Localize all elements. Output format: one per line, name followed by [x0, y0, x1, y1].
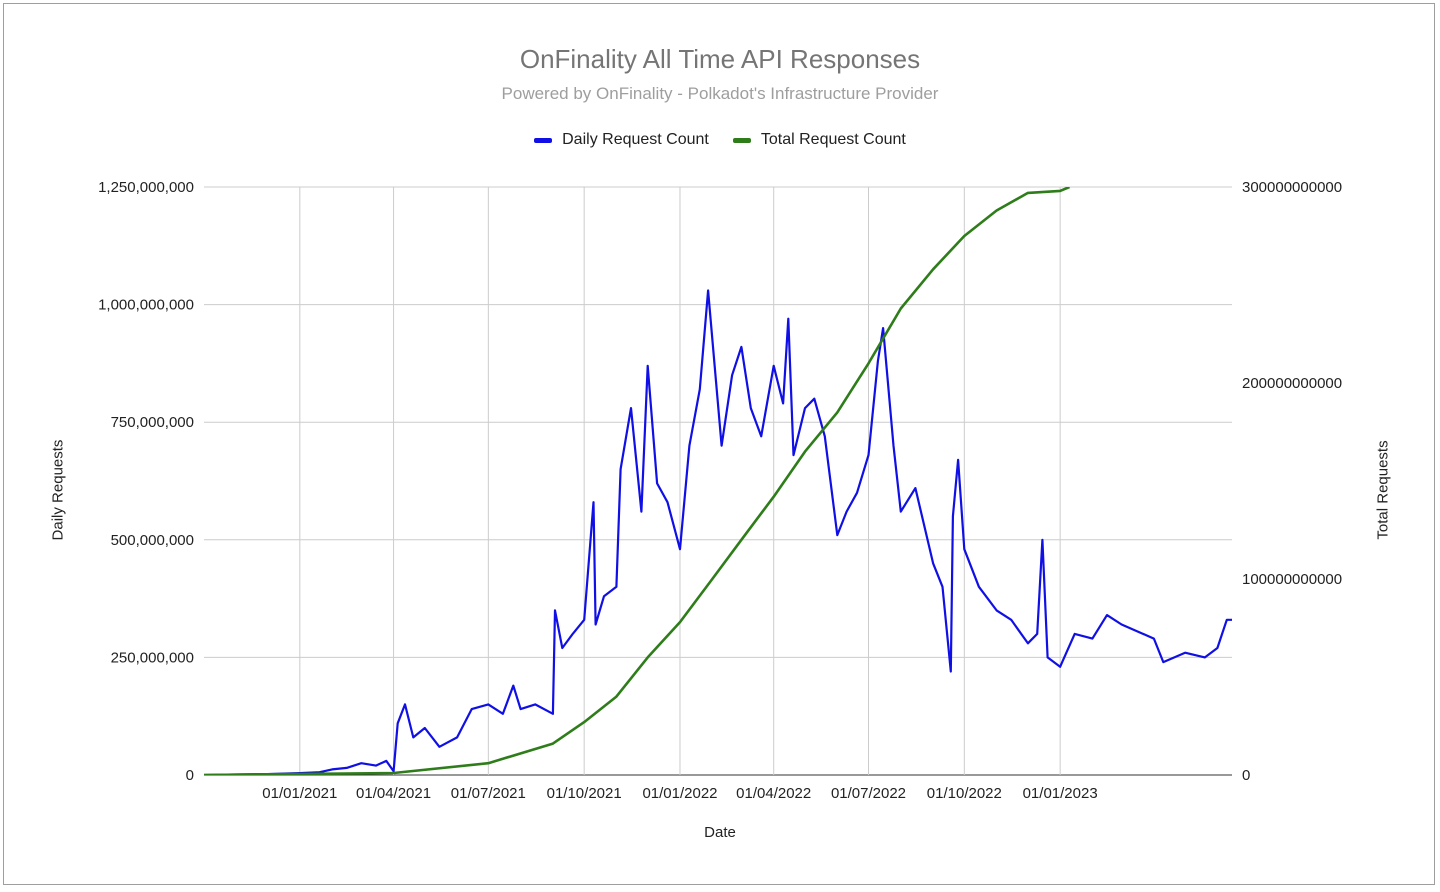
x-tick-label: 01/04/2022 [736, 785, 811, 802]
y-right-tick-label: 200000000000 [1242, 375, 1342, 392]
y-right-tick-label: 300000000000 [1242, 179, 1342, 196]
x-tick-label: 01/01/2023 [1023, 785, 1098, 802]
y-left-tick-label: 250,000,000 [111, 649, 194, 666]
series-line-total [204, 187, 1070, 775]
x-tick-label: 01/01/2021 [262, 785, 337, 802]
series-line-daily [204, 289, 1232, 775]
legend-item-daily[interactable]: Daily Request Count [534, 131, 709, 149]
chart-frame [3, 3, 1435, 885]
y-left-tick-label: 750,000,000 [111, 414, 194, 431]
legend-item-total[interactable]: Total Request Count [732, 131, 906, 149]
x-tick-label: 01/10/2022 [927, 785, 1002, 802]
y-right-tick-label: 0 [1242, 767, 1250, 784]
x-tick-label: 01/07/2022 [831, 785, 906, 802]
x-tick-label: 01/07/2021 [451, 785, 526, 802]
legend-swatch-daily [534, 137, 553, 143]
legend-label-daily: Daily Request Count [562, 131, 709, 148]
legend-label-total: Total Request Count [760, 131, 906, 148]
chart-title: OnFinality All Time API Responses [519, 44, 921, 74]
x-tick-label: 01/10/2021 [547, 785, 622, 802]
x-tick-label: 01/04/2021 [356, 785, 431, 802]
x-tick-label: 01/01/2022 [642, 785, 717, 802]
legend: Daily Request Count Total Request Count [0, 131, 1440, 149]
x-axis-title: Date [704, 824, 736, 841]
y-left-tick-label: 500,000,000 [111, 532, 194, 549]
y-left-tick-label: 1,000,000,000 [98, 297, 194, 314]
y-left-tick-label: 0 [186, 767, 194, 784]
y-right-tick-label: 100000000000 [1242, 571, 1342, 588]
y-left-tick-label: 1,250,000,000 [98, 179, 194, 196]
legend-swatch-total [732, 137, 751, 143]
chart-subtitle: Powered by OnFinality - Polkadot's Infra… [501, 84, 939, 103]
